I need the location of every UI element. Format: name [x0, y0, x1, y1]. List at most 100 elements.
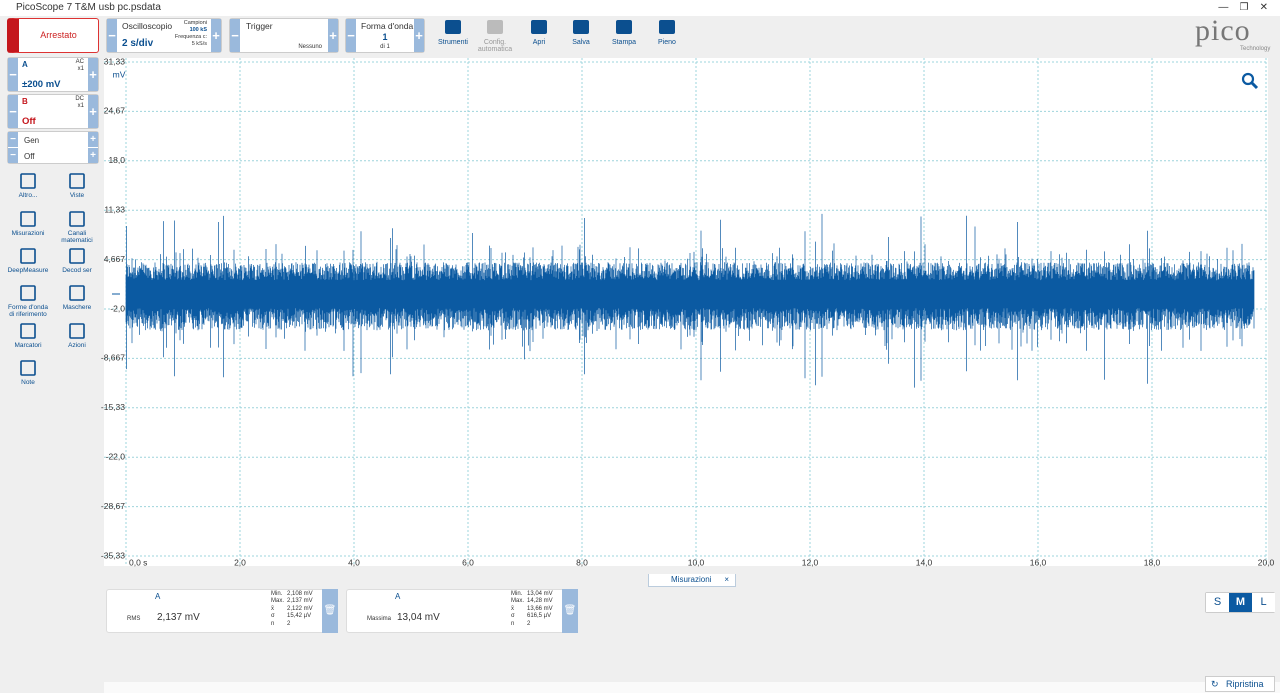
- channel-name: A: [22, 60, 28, 69]
- waveform-label: Forma d'onda: [361, 21, 414, 31]
- tab-label: Misurazioni: [671, 575, 712, 584]
- x-tick-label: 4,0: [348, 557, 360, 567]
- size-button[interactable]: S: [1206, 593, 1229, 612]
- sidebar-button[interactable]: Marcatori: [6, 322, 50, 349]
- sidebar-button[interactable]: Note: [6, 359, 50, 386]
- icon: [20, 360, 36, 376]
- delete-button[interactable]: 🗑: [562, 589, 578, 633]
- y-tick-label: -8,667: [101, 353, 125, 363]
- channel-box: − + A AC x1 ±200 mV: [7, 57, 99, 92]
- rate-label: Frequenza c:: [174, 34, 207, 40]
- icon-shape: [69, 285, 85, 301]
- zoom-icon[interactable]: [1241, 72, 1255, 86]
- trigger-label: Trigger: [246, 21, 273, 31]
- sidebar-button[interactable]: Viste: [55, 172, 99, 199]
- toolbar-button-label: Salva: [572, 39, 590, 46]
- sidebar-label: Maschere: [62, 304, 92, 311]
- stat-label: Max.: [511, 598, 525, 605]
- trigger-box: − + Trigger Nessuno: [229, 18, 339, 53]
- x-tick-label: 0,0 s: [129, 557, 147, 567]
- minus[interactable]: −: [230, 19, 240, 52]
- y-tick-label: -22,0: [106, 451, 126, 461]
- stat-value: 14,28 mV: [527, 598, 553, 605]
- icon-shape: [20, 323, 36, 339]
- stat-value: 2: [287, 620, 291, 627]
- icon-shape: [616, 20, 632, 34]
- sidebar-label: Canali matematici: [61, 230, 93, 244]
- stat-label: Max.: [271, 598, 285, 605]
- timebase: 2 s/div: [122, 38, 154, 49]
- generator-box: − + − + Gen Off: [7, 131, 99, 164]
- icon: [69, 211, 85, 227]
- sidebar-label: Altro...: [18, 192, 38, 199]
- toolbar-button-label: Strumenti: [438, 39, 468, 46]
- icon-shape: [531, 20, 547, 34]
- icon: [445, 20, 461, 34]
- icon-shape: [659, 20, 675, 34]
- icon: [20, 211, 36, 227]
- measurement-card: A Massima 13,04 mV Min. 13,04 mV Max. 14,28 mV…: [346, 589, 578, 633]
- waveform-trace: [125, 213, 1255, 388]
- icon-shape: [487, 20, 503, 34]
- stat-label: σ: [271, 613, 275, 620]
- sidebar-button[interactable]: Azioni: [55, 322, 99, 349]
- zoom-icon-handle: [1250, 81, 1259, 90]
- stat-value: 15,42 µV: [287, 613, 312, 620]
- icon-shape: [20, 360, 36, 376]
- minus[interactable]: −: [8, 58, 18, 91]
- toolbar-button[interactable]: Strumenti: [433, 18, 473, 46]
- channel-probe: x1: [77, 66, 84, 72]
- logo: pico: [1195, 14, 1251, 47]
- y-tick-label: -35,33: [101, 550, 125, 560]
- window-controls[interactable]: — ❐ ✕: [1218, 2, 1268, 13]
- status-button[interactable]: Arrestato: [7, 18, 99, 53]
- channel-coupling: DC: [75, 96, 84, 102]
- plus[interactable]: +: [211, 19, 221, 52]
- toolbar-button[interactable]: Apri: [519, 18, 559, 46]
- sidebar-label: Azioni: [68, 342, 86, 349]
- sidebar-button[interactable]: Misurazioni: [6, 210, 50, 237]
- size-button[interactable]: L: [1252, 593, 1275, 612]
- minus[interactable]: −: [8, 132, 18, 147]
- reset-label: Ripristina: [1226, 679, 1264, 689]
- minus[interactable]: −: [107, 19, 117, 52]
- sidebar-label: Forme d'onda di riferimento: [8, 304, 48, 318]
- icon: [69, 248, 85, 264]
- plus[interactable]: +: [88, 95, 98, 128]
- y-tick-label: 24,67: [104, 106, 126, 116]
- toolbar-button-label: Apri: [532, 39, 546, 46]
- channel-box: − + B DC x1 Off: [7, 94, 99, 129]
- size-button[interactable]: M: [1229, 593, 1252, 612]
- plus[interactable]: +: [414, 19, 424, 52]
- plus[interactable]: +: [88, 148, 98, 163]
- minus[interactable]: −: [8, 95, 18, 128]
- plus[interactable]: +: [88, 132, 98, 147]
- x-tick-label: 12,0: [802, 557, 819, 567]
- reset-button[interactable]: ↻ Ripristina: [1205, 676, 1275, 692]
- measurement-value: 2,137 mV: [157, 612, 200, 623]
- sidebar-button[interactable]: Decod ser: [55, 247, 99, 274]
- y-tick-label: -15,33: [101, 402, 125, 412]
- y-tick-label: 31,33: [104, 56, 126, 66]
- toolbar-button[interactable]: Salva: [561, 18, 601, 46]
- sidebar-button[interactable]: DeepMeasure: [6, 247, 50, 274]
- delete-button[interactable]: 🗑: [322, 589, 338, 633]
- plus[interactable]: +: [328, 19, 338, 52]
- toolbar-button[interactable]: Stampa: [604, 18, 644, 46]
- sidebar-button[interactable]: Altro...: [6, 172, 50, 199]
- stat-value: 13,66 mV: [527, 605, 553, 612]
- icon: [69, 285, 85, 301]
- stat-label: n: [271, 620, 275, 627]
- toolbar-button[interactable]: Config. automatica: [475, 18, 515, 53]
- minus[interactable]: −: [346, 19, 356, 52]
- plus[interactable]: +: [88, 58, 98, 91]
- minus[interactable]: −: [8, 148, 18, 163]
- icon: [69, 173, 85, 189]
- icon: [69, 323, 85, 339]
- sidebar-button[interactable]: Forme d'onda di riferimento: [6, 284, 50, 318]
- sidebar-button[interactable]: Canali matematici: [55, 210, 99, 244]
- measurements-tab[interactable]: Misurazioni ×: [648, 574, 736, 587]
- toolbar-button[interactable]: Pieno: [647, 18, 687, 46]
- sidebar-button[interactable]: Maschere: [55, 284, 99, 311]
